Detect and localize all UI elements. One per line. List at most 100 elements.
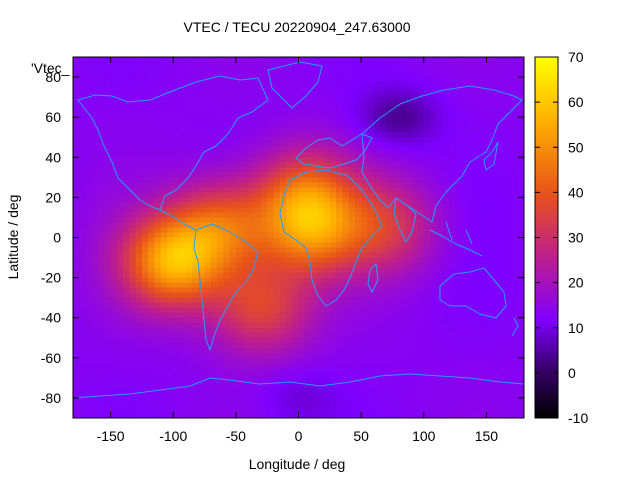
heatmap-cell — [517, 262, 524, 269]
heatmap-cell — [505, 77, 513, 83]
heatmap-cell — [317, 232, 325, 239]
heatmap-cell — [129, 137, 137, 143]
heatmap-cell — [135, 387, 143, 394]
heatmap-cell — [223, 122, 231, 128]
heatmap-cell — [292, 232, 300, 239]
heatmap-cell — [367, 247, 375, 254]
heatmap-cell — [505, 262, 513, 269]
heatmap-cell — [135, 87, 143, 93]
heatmap-cell — [254, 147, 262, 153]
heatmap-cell — [329, 72, 337, 78]
heatmap-cell — [329, 392, 337, 399]
heatmap-cell — [154, 67, 162, 73]
heatmap-cell — [379, 267, 387, 274]
heatmap-cell — [273, 392, 281, 399]
heatmap-cell — [123, 307, 130, 314]
heatmap-cell — [354, 77, 362, 83]
heatmap-cell — [379, 157, 387, 163]
heatmap-cell — [373, 182, 381, 188]
heatmap-cell — [204, 317, 212, 324]
heatmap-cell — [204, 357, 212, 364]
heatmap-cell — [79, 192, 87, 198]
heatmap-cell — [198, 247, 206, 254]
heatmap-cell — [511, 377, 519, 384]
heatmap-cell — [198, 62, 206, 68]
heatmap-cell — [104, 207, 112, 214]
heatmap-cell — [448, 67, 456, 73]
heatmap-cell — [404, 177, 412, 183]
heatmap-cell — [273, 117, 281, 123]
heatmap-cell — [154, 147, 162, 153]
heatmap-cell — [98, 97, 105, 103]
heatmap-cell — [141, 62, 149, 68]
heatmap-cell — [260, 137, 268, 143]
heatmap-cell — [248, 272, 256, 279]
heatmap-cell — [223, 242, 231, 249]
heatmap-cell — [448, 127, 456, 133]
heatmap-cell — [304, 92, 312, 98]
heatmap-cell — [235, 127, 243, 133]
heatmap-cell — [185, 137, 193, 143]
heatmap-cell — [129, 157, 137, 163]
heatmap-cell — [98, 107, 105, 113]
heatmap-cell — [154, 112, 162, 118]
heatmap-cell — [192, 377, 199, 384]
heatmap-cell — [179, 122, 187, 128]
heatmap-cell — [260, 297, 268, 304]
heatmap-cell — [392, 142, 400, 148]
heatmap-cell — [248, 297, 256, 304]
heatmap-cell — [279, 127, 287, 133]
heatmap-cell — [436, 57, 444, 63]
heatmap-cell — [179, 242, 187, 249]
heatmap-cell — [480, 297, 488, 304]
heatmap-cell — [373, 67, 381, 73]
heatmap-cell — [217, 247, 224, 254]
heatmap-cell — [517, 92, 524, 98]
heatmap-cell — [91, 282, 99, 289]
heatmap-cell — [91, 317, 99, 324]
heatmap-cell — [461, 152, 469, 158]
heatmap-cell — [311, 157, 318, 163]
heatmap-cell — [467, 347, 475, 354]
heatmap-cell — [185, 122, 193, 128]
heatmap-cell — [392, 112, 400, 118]
heatmap-cell — [361, 282, 368, 289]
heatmap-cell — [73, 212, 80, 219]
heatmap-cell — [141, 232, 149, 239]
heatmap-cell — [480, 62, 488, 68]
heatmap-cell — [498, 192, 506, 198]
heatmap-cell — [210, 367, 218, 374]
heatmap-cell — [448, 222, 456, 229]
heatmap-cell — [73, 172, 80, 178]
heatmap-cell — [110, 382, 118, 389]
heatmap-cell — [323, 217, 331, 224]
heatmap-cell — [436, 147, 444, 153]
heatmap-cell — [229, 142, 237, 148]
heatmap-cell — [279, 172, 287, 178]
heatmap-cell — [505, 207, 513, 214]
heatmap-cell — [317, 362, 325, 369]
heatmap-cell — [91, 72, 99, 78]
heatmap-cell — [317, 102, 325, 108]
heatmap-cell — [179, 307, 187, 314]
heatmap-cell — [517, 292, 524, 299]
heatmap-cell — [110, 347, 118, 354]
heatmap-cell — [498, 352, 506, 359]
heatmap-cell — [448, 392, 456, 399]
heatmap-cell — [467, 82, 475, 88]
heatmap-cell — [455, 297, 462, 304]
heatmap-cell — [154, 177, 162, 183]
heatmap-cell — [85, 327, 93, 334]
heatmap-cell — [298, 107, 306, 113]
heatmap-cell — [417, 77, 425, 83]
heatmap-cell — [279, 112, 287, 118]
heatmap-cell — [166, 352, 174, 359]
heatmap-cell — [110, 267, 118, 274]
heatmap-cell — [304, 57, 312, 63]
heatmap-cell — [480, 287, 488, 294]
heatmap-cell — [129, 397, 137, 404]
heatmap-cell — [304, 392, 312, 399]
heatmap-cell — [141, 372, 149, 379]
heatmap-cell — [361, 202, 368, 209]
heatmap-cell — [160, 202, 168, 209]
